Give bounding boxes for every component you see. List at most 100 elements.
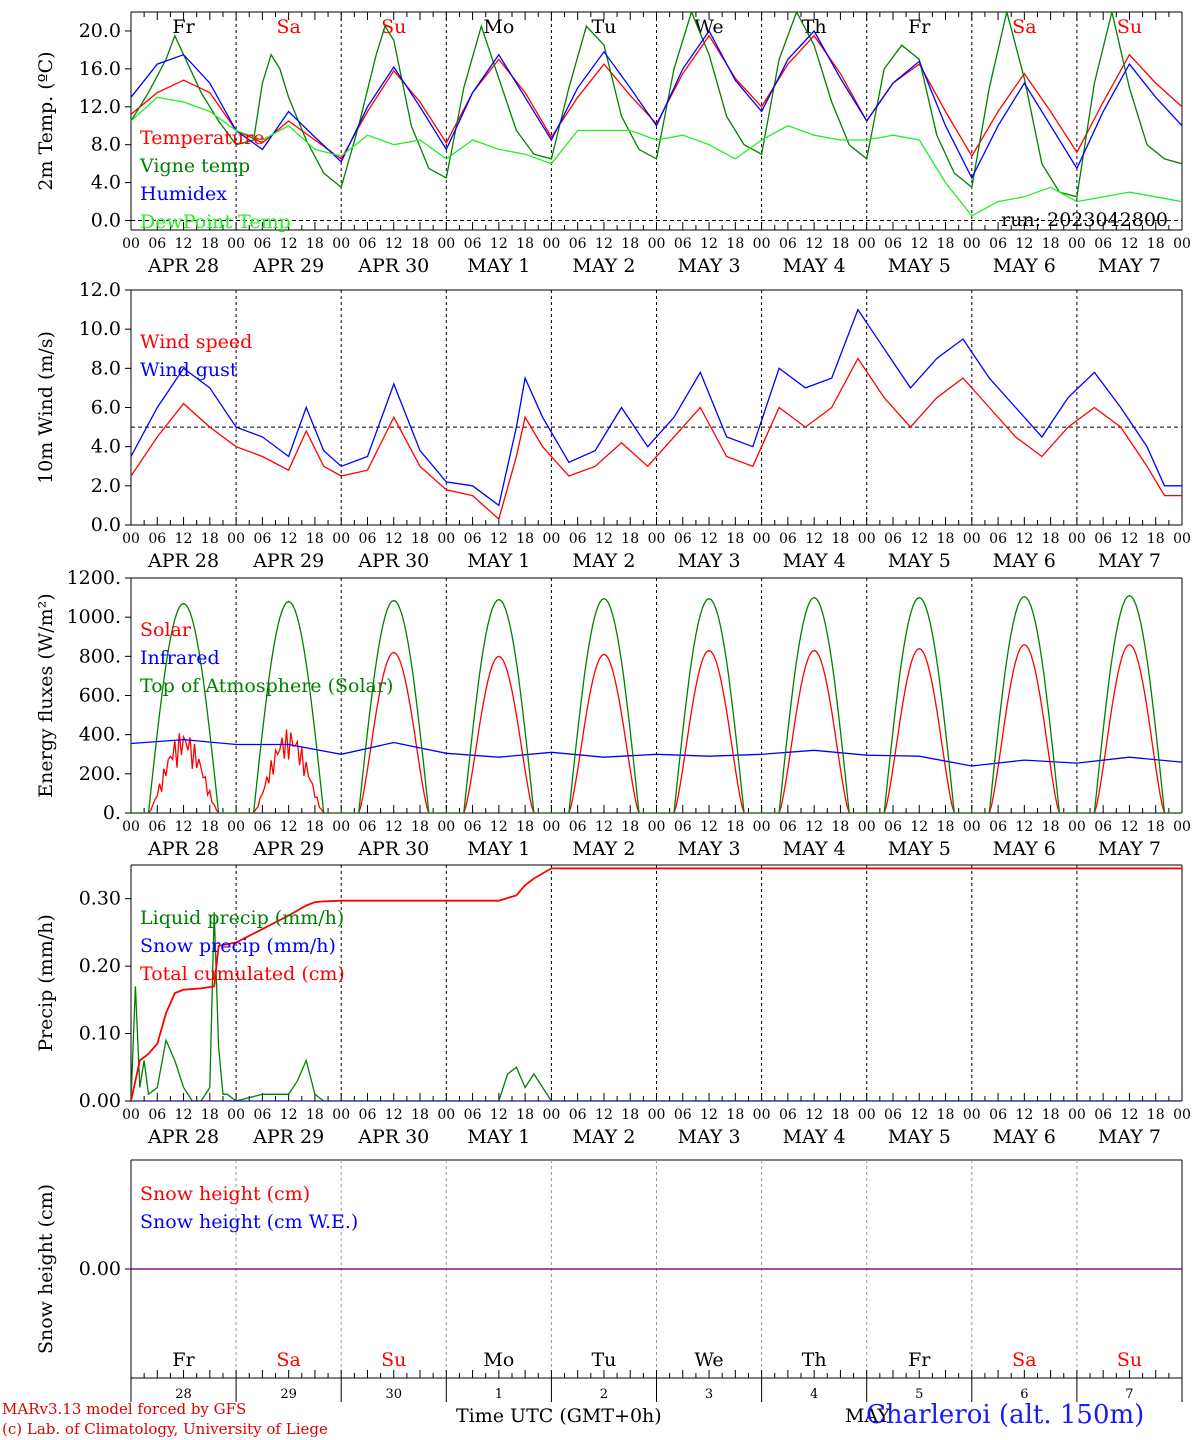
hour-label: 06 bbox=[1094, 531, 1112, 547]
hour-label: 18 bbox=[411, 531, 429, 547]
date-label: MAY 1 bbox=[467, 1126, 530, 1148]
date-label: APR 30 bbox=[357, 255, 429, 277]
date-label: MAY 5 bbox=[888, 838, 951, 860]
bottom-day-name: We bbox=[694, 1349, 723, 1371]
hour-label: 00 bbox=[542, 531, 560, 547]
y-axis-label: 2m Temp. (ºC) bbox=[35, 51, 57, 190]
hour-label: 00 bbox=[963, 1107, 981, 1123]
hour-label: 00 bbox=[1068, 236, 1086, 252]
hour-label: 00 bbox=[1173, 819, 1191, 835]
hour-label: 18 bbox=[726, 819, 744, 835]
date-label: MAY 5 bbox=[888, 550, 951, 572]
bottom-day-name: Tu bbox=[591, 1349, 616, 1371]
y-tick-label: 16.0 bbox=[79, 58, 121, 80]
day-name: Tu bbox=[591, 16, 616, 38]
bottom-day-number: 6 bbox=[1020, 1387, 1028, 1402]
date-label: MAY 5 bbox=[888, 255, 951, 277]
hour-label: 12 bbox=[1121, 236, 1139, 252]
hour-label: 12 bbox=[1015, 1107, 1033, 1123]
series-line bbox=[131, 357, 1182, 521]
hour-label: 18 bbox=[1042, 819, 1060, 835]
hour-label: 12 bbox=[175, 819, 193, 835]
hour-label: 12 bbox=[1121, 531, 1139, 547]
series-line bbox=[131, 34, 1182, 160]
hour-label: 06 bbox=[253, 819, 271, 835]
panel-2: 0.0 2.0 4.0 6.0 8.0 10.0 12.0 10m Wind (m/s) 00 0… bbox=[35, 279, 1191, 572]
hour-label: 06 bbox=[989, 1107, 1007, 1123]
date-label: MAY 6 bbox=[993, 1126, 1056, 1148]
y-tick-label: 0.0 bbox=[91, 514, 121, 536]
y-axis-label: 10m Wind (m/s) bbox=[35, 331, 57, 484]
hour-label: 00 bbox=[332, 1107, 350, 1123]
hour-label: 00 bbox=[437, 236, 455, 252]
hour-label: 00 bbox=[1173, 531, 1191, 547]
hour-label: 12 bbox=[910, 236, 928, 252]
hour-label: 18 bbox=[306, 236, 324, 252]
hour-label: 18 bbox=[621, 531, 639, 547]
hour-label: 06 bbox=[884, 1107, 902, 1123]
bottom-day-name: Su bbox=[1117, 1349, 1142, 1371]
hour-label: 00 bbox=[122, 1107, 140, 1123]
day-name: We bbox=[694, 16, 723, 38]
hour-label: 00 bbox=[332, 531, 350, 547]
hour-label: 06 bbox=[359, 531, 377, 547]
hour-label: 06 bbox=[359, 236, 377, 252]
y-tick-label: 400. bbox=[79, 724, 121, 746]
bottom-day-number: 29 bbox=[280, 1387, 297, 1402]
hour-label: 18 bbox=[201, 531, 219, 547]
hour-label: 12 bbox=[700, 1107, 718, 1123]
y-tick-label: 0.0 bbox=[91, 210, 121, 232]
hour-label: 12 bbox=[700, 531, 718, 547]
hour-label: 06 bbox=[464, 1107, 482, 1123]
hour-label: 12 bbox=[280, 531, 298, 547]
date-label: MAY 2 bbox=[572, 1126, 635, 1148]
hour-label: 06 bbox=[569, 1107, 587, 1123]
date-label: MAY 6 bbox=[993, 838, 1056, 860]
hour-label: 06 bbox=[359, 819, 377, 835]
date-label: APR 29 bbox=[252, 550, 324, 572]
panel-4: 0.00 0.10 0.20 0.30 Precip (mm/h) 00 06 12 18 APR… bbox=[35, 864, 1191, 1148]
hour-label: 12 bbox=[805, 819, 823, 835]
date-label: MAY 2 bbox=[572, 838, 635, 860]
bottom-day-name: Su bbox=[381, 1349, 406, 1371]
hour-label: 06 bbox=[779, 819, 797, 835]
hour-label: 00 bbox=[227, 819, 245, 835]
date-label: APR 29 bbox=[252, 1126, 324, 1148]
hour-label: 00 bbox=[437, 1107, 455, 1123]
hour-label: 12 bbox=[805, 1107, 823, 1123]
hour-label: 00 bbox=[753, 236, 771, 252]
date-label: APR 28 bbox=[147, 550, 219, 572]
series-line bbox=[131, 594, 1182, 813]
hour-label: 18 bbox=[306, 531, 324, 547]
hour-label: 06 bbox=[148, 1107, 166, 1123]
hour-label: 00 bbox=[648, 531, 666, 547]
hour-label: 12 bbox=[700, 236, 718, 252]
hour-label: 12 bbox=[700, 819, 718, 835]
hour-label: 06 bbox=[1094, 819, 1112, 835]
series-line bbox=[131, 29, 1182, 180]
hour-label: 12 bbox=[385, 1107, 403, 1123]
hour-label: 06 bbox=[779, 1107, 797, 1123]
hour-label: 18 bbox=[621, 236, 639, 252]
date-label: MAY 7 bbox=[1098, 255, 1161, 277]
date-label: MAY 4 bbox=[783, 838, 846, 860]
y-tick-label: 800. bbox=[79, 645, 121, 667]
hour-label: 12 bbox=[595, 1107, 613, 1123]
hour-label: 18 bbox=[621, 819, 639, 835]
hour-label: 00 bbox=[542, 236, 560, 252]
hour-label: 00 bbox=[963, 819, 981, 835]
hour-label: 18 bbox=[726, 1107, 744, 1123]
y-tick-label: 12.0 bbox=[79, 96, 121, 118]
date-label: MAY 7 bbox=[1098, 838, 1161, 860]
y-tick-label: 0.00 bbox=[79, 1258, 121, 1280]
legend-entry: Snow height (cm W.E.) bbox=[140, 1211, 358, 1233]
day-name: Fr bbox=[172, 16, 195, 38]
month-label: MAY bbox=[845, 1405, 890, 1427]
date-label: MAY 7 bbox=[1098, 550, 1161, 572]
hour-label: 00 bbox=[648, 236, 666, 252]
hour-label: 06 bbox=[569, 236, 587, 252]
legend-entry: Solar bbox=[140, 619, 192, 641]
series-line bbox=[131, 96, 1182, 217]
hour-label: 00 bbox=[1068, 819, 1086, 835]
